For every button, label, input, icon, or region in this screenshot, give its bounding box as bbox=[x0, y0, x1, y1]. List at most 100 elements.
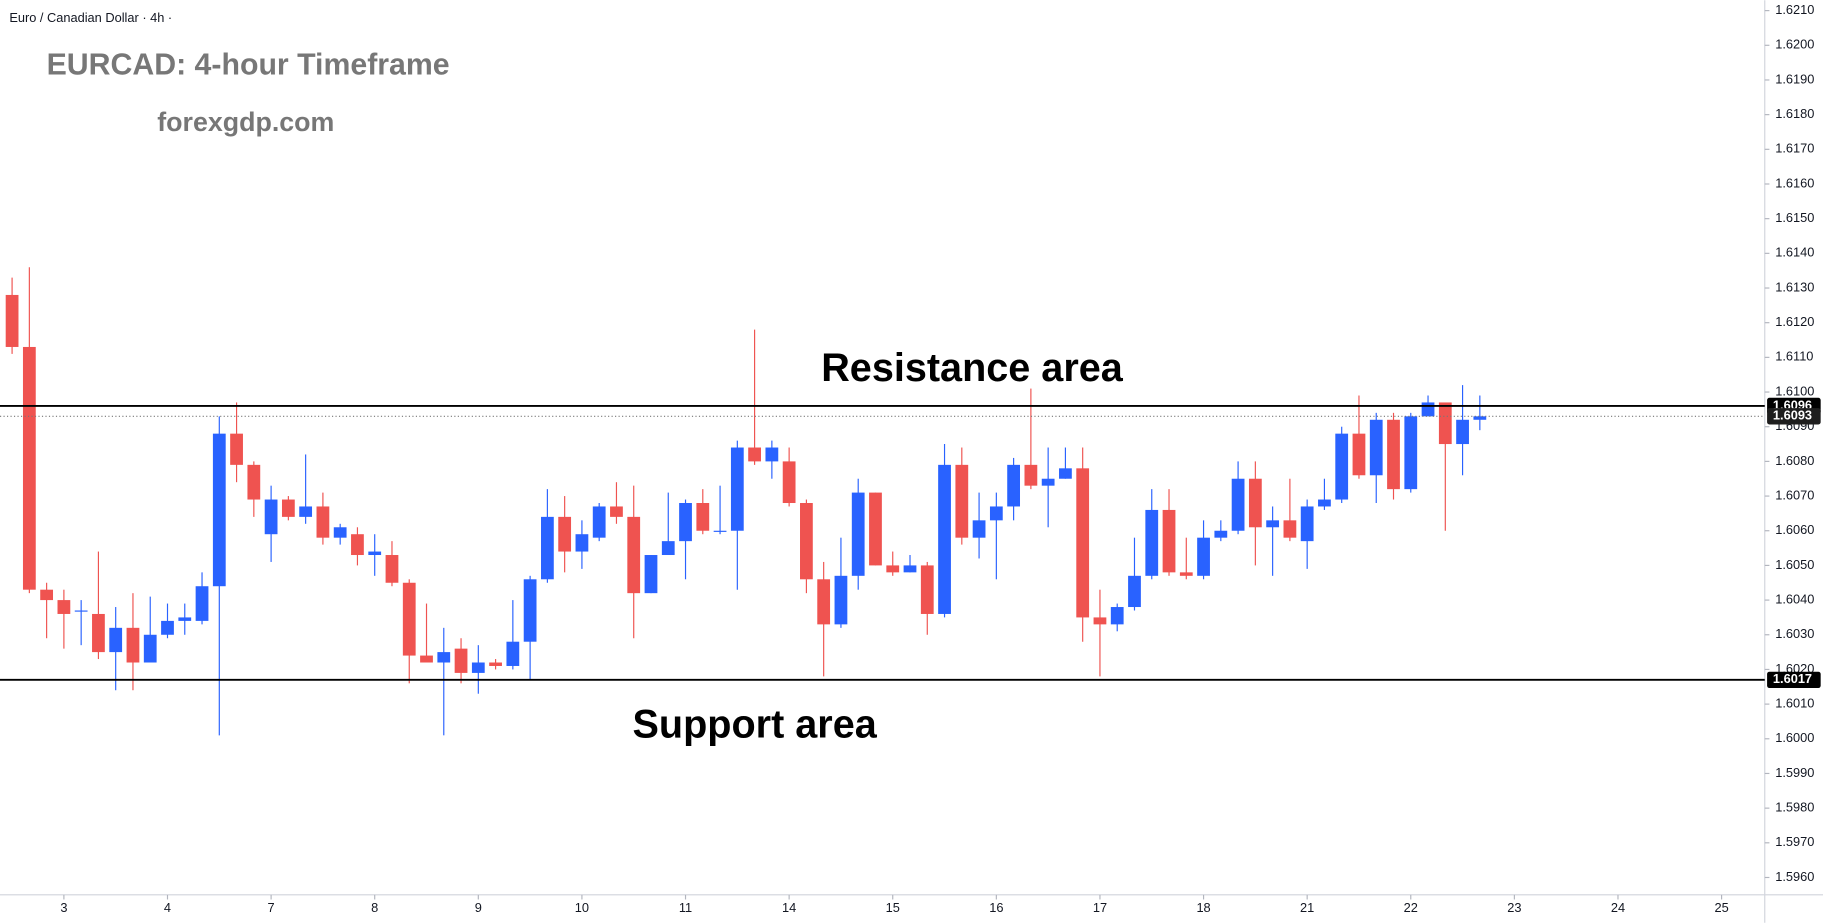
candle-body bbox=[886, 565, 900, 573]
candle-body bbox=[1456, 419, 1469, 445]
y-tick-label: 1.6130 bbox=[1775, 279, 1814, 294]
candle-body bbox=[1076, 468, 1090, 618]
candle-body bbox=[834, 575, 848, 625]
candle-body bbox=[644, 555, 658, 594]
candle-body bbox=[679, 503, 692, 542]
candle-body bbox=[1421, 402, 1435, 417]
candle-body bbox=[1162, 509, 1176, 573]
y-tick-label: 1.6210 bbox=[1775, 2, 1814, 17]
candle-body bbox=[1214, 530, 1228, 538]
candle-body bbox=[955, 464, 969, 538]
y-tick-label: 1.5990 bbox=[1775, 765, 1814, 780]
candle-body bbox=[1145, 509, 1159, 576]
candle-body bbox=[1387, 419, 1400, 490]
price-tag-label: 1.6017 bbox=[1773, 671, 1812, 686]
candle-body bbox=[869, 492, 882, 566]
chart-subtitle: forexgdp.com bbox=[157, 107, 334, 137]
candle-body bbox=[592, 506, 606, 538]
x-tick-label: 11 bbox=[679, 900, 692, 915]
candle-body bbox=[661, 541, 675, 556]
candle-body bbox=[506, 641, 520, 666]
y-tick-label: 1.5970 bbox=[1775, 834, 1814, 849]
candle-body bbox=[230, 433, 243, 465]
candle-body bbox=[765, 447, 779, 462]
candle-body bbox=[1059, 468, 1072, 479]
candle-body bbox=[40, 589, 54, 601]
x-tick-label: 14 bbox=[782, 900, 796, 915]
x-tick-label: 3 bbox=[60, 900, 67, 915]
candle-body bbox=[782, 461, 796, 504]
x-tick-label: 24 bbox=[1611, 900, 1625, 915]
y-tick-label: 1.6080 bbox=[1775, 453, 1814, 468]
y-tick-label: 1.6200 bbox=[1775, 37, 1814, 52]
candle-body bbox=[817, 579, 831, 625]
y-tick-label: 1.6010 bbox=[1775, 696, 1814, 711]
candle-body bbox=[5, 294, 19, 347]
y-tick-label: 1.6050 bbox=[1775, 557, 1814, 572]
support-annotation: Support area bbox=[633, 703, 878, 747]
candle-body bbox=[1024, 464, 1038, 486]
x-tick-label: 18 bbox=[1196, 900, 1210, 915]
y-tick-label: 1.6040 bbox=[1775, 591, 1814, 606]
candle-body bbox=[212, 433, 226, 587]
candle-body bbox=[1110, 607, 1124, 625]
y-tick-label: 1.6140 bbox=[1775, 245, 1814, 260]
candle-body bbox=[1369, 419, 1383, 476]
chart-title: EURCAD: 4-hour Timeframe bbox=[47, 49, 450, 82]
candle-body bbox=[1438, 402, 1452, 445]
candle-body bbox=[1197, 537, 1210, 576]
candle-body bbox=[402, 582, 416, 656]
candle-body bbox=[454, 648, 468, 673]
candle-body bbox=[540, 516, 554, 580]
candle-body bbox=[523, 579, 537, 642]
candle-body bbox=[610, 506, 623, 517]
candle-body bbox=[1093, 617, 1107, 625]
candle-body bbox=[851, 492, 865, 576]
candle-body bbox=[1041, 478, 1055, 486]
symbol-label: Euro / Canadian Dollar · 4h · bbox=[9, 10, 172, 25]
candle-body bbox=[938, 464, 951, 614]
y-tick-label: 1.5980 bbox=[1775, 800, 1814, 815]
x-tick-label: 7 bbox=[268, 900, 275, 915]
candle-body bbox=[1007, 464, 1021, 507]
candle-body bbox=[800, 503, 813, 580]
y-tick-label: 1.6000 bbox=[1775, 730, 1814, 745]
candle-body bbox=[22, 346, 36, 590]
candle-body bbox=[575, 534, 589, 552]
price-tag bbox=[1767, 671, 1821, 688]
x-tick-label: 9 bbox=[475, 900, 482, 915]
resistance-annotation: Resistance area bbox=[821, 346, 1124, 390]
candle-body bbox=[126, 627, 140, 663]
candle-body bbox=[1352, 433, 1366, 476]
candle-body bbox=[420, 655, 433, 663]
y-tick-label: 1.6060 bbox=[1775, 522, 1814, 537]
x-tick-label: 15 bbox=[886, 900, 900, 915]
candle-body bbox=[748, 447, 761, 462]
candle-body bbox=[264, 499, 278, 535]
x-tick-label: 23 bbox=[1507, 900, 1521, 915]
candle-body bbox=[281, 499, 295, 517]
candle-body bbox=[351, 534, 364, 556]
candle-body bbox=[627, 516, 641, 594]
x-tick-label: 4 bbox=[164, 900, 171, 915]
candle-body bbox=[489, 662, 502, 666]
candle-body bbox=[1248, 478, 1262, 528]
candle-body bbox=[368, 551, 382, 556]
candle-body bbox=[299, 506, 313, 517]
x-tick-label: 16 bbox=[989, 900, 1003, 915]
candle-body bbox=[1318, 499, 1331, 507]
candle-body bbox=[333, 527, 347, 538]
y-tick-label: 1.6190 bbox=[1775, 71, 1814, 86]
candle-body bbox=[316, 506, 330, 538]
y-tick-label: 1.6110 bbox=[1775, 349, 1813, 364]
y-tick-label: 1.6180 bbox=[1775, 106, 1814, 121]
candle-body bbox=[247, 464, 261, 500]
candle-body bbox=[730, 447, 744, 531]
x-tick-label: 10 bbox=[575, 900, 589, 915]
y-tick-label: 1.6030 bbox=[1775, 626, 1814, 641]
y-tick-label: 1.6150 bbox=[1775, 210, 1814, 225]
